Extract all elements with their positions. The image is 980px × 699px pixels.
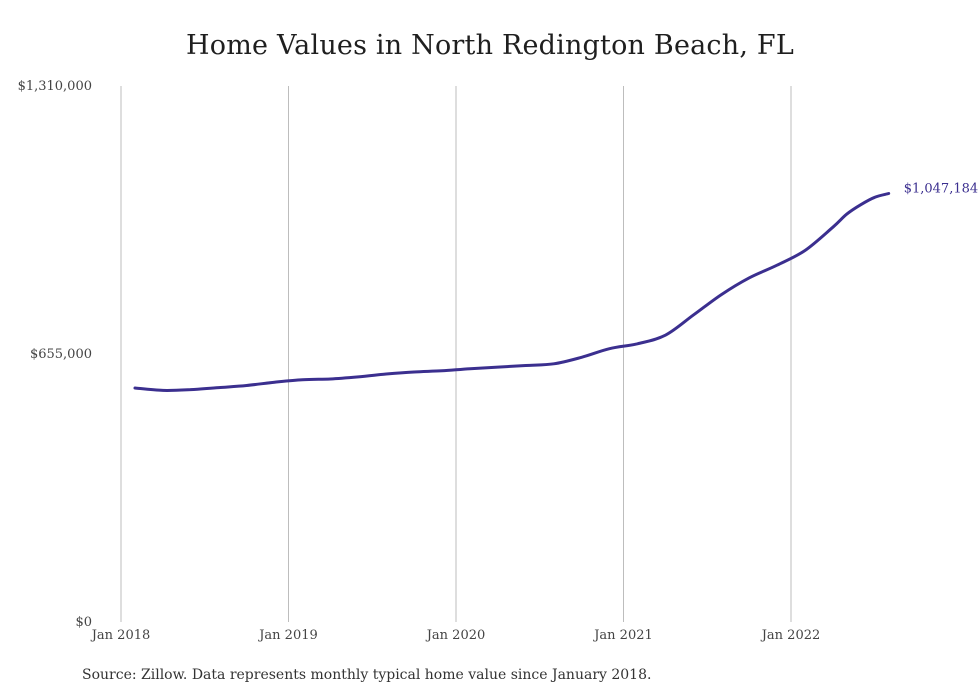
x-tick-label: Jan 2020 bbox=[425, 628, 486, 643]
series-line bbox=[133, 192, 891, 392]
y-tick-label: $655,000 bbox=[30, 347, 92, 362]
data-point bbox=[161, 389, 164, 392]
series-layer: $1,047,184 bbox=[133, 182, 978, 392]
data-point bbox=[636, 342, 639, 345]
data-point bbox=[748, 276, 751, 279]
x-tick-label: Jan 2018 bbox=[90, 628, 151, 643]
data-point bbox=[134, 387, 137, 390]
data-point bbox=[524, 364, 527, 367]
x-tick-label: Jan 2022 bbox=[760, 628, 821, 643]
y-tick-label: $0 bbox=[75, 615, 92, 630]
data-point bbox=[329, 378, 332, 381]
chart-title: Home Values in North Redington Beach, FL bbox=[186, 30, 794, 61]
data-point bbox=[873, 196, 876, 199]
data-point bbox=[441, 369, 444, 372]
data-point bbox=[301, 378, 304, 381]
data-point bbox=[692, 314, 695, 317]
source-note: Source: Zillow. Data represents monthly … bbox=[82, 667, 652, 683]
data-point bbox=[664, 334, 667, 337]
data-point bbox=[859, 203, 862, 206]
data-point bbox=[845, 213, 848, 216]
end-value-label: $1,047,184 bbox=[904, 182, 978, 197]
axis-labels: Jan 2018 Jan 2019 Jan 2020 Jan 2021 Jan 2022… bbox=[18, 79, 821, 643]
data-point bbox=[720, 293, 723, 296]
y-tick-label: $1,310,000 bbox=[18, 79, 92, 94]
data-point bbox=[385, 373, 388, 376]
data-point bbox=[496, 366, 499, 369]
data-point bbox=[776, 264, 779, 267]
data-point bbox=[552, 362, 555, 365]
x-tick-label: Jan 2021 bbox=[592, 628, 653, 643]
grid-lines bbox=[120, 86, 792, 622]
data-point bbox=[357, 375, 360, 378]
data-point bbox=[804, 249, 807, 252]
data-point bbox=[189, 388, 192, 391]
data-point bbox=[469, 367, 472, 370]
x-tick-label: Jan 2019 bbox=[257, 628, 318, 643]
data-point bbox=[217, 386, 220, 389]
data-point bbox=[413, 371, 416, 374]
data-point bbox=[887, 192, 890, 195]
data-point bbox=[608, 347, 611, 350]
data-point bbox=[273, 381, 276, 384]
data-point bbox=[580, 356, 583, 359]
data-point bbox=[245, 384, 248, 387]
data-point bbox=[831, 226, 834, 229]
